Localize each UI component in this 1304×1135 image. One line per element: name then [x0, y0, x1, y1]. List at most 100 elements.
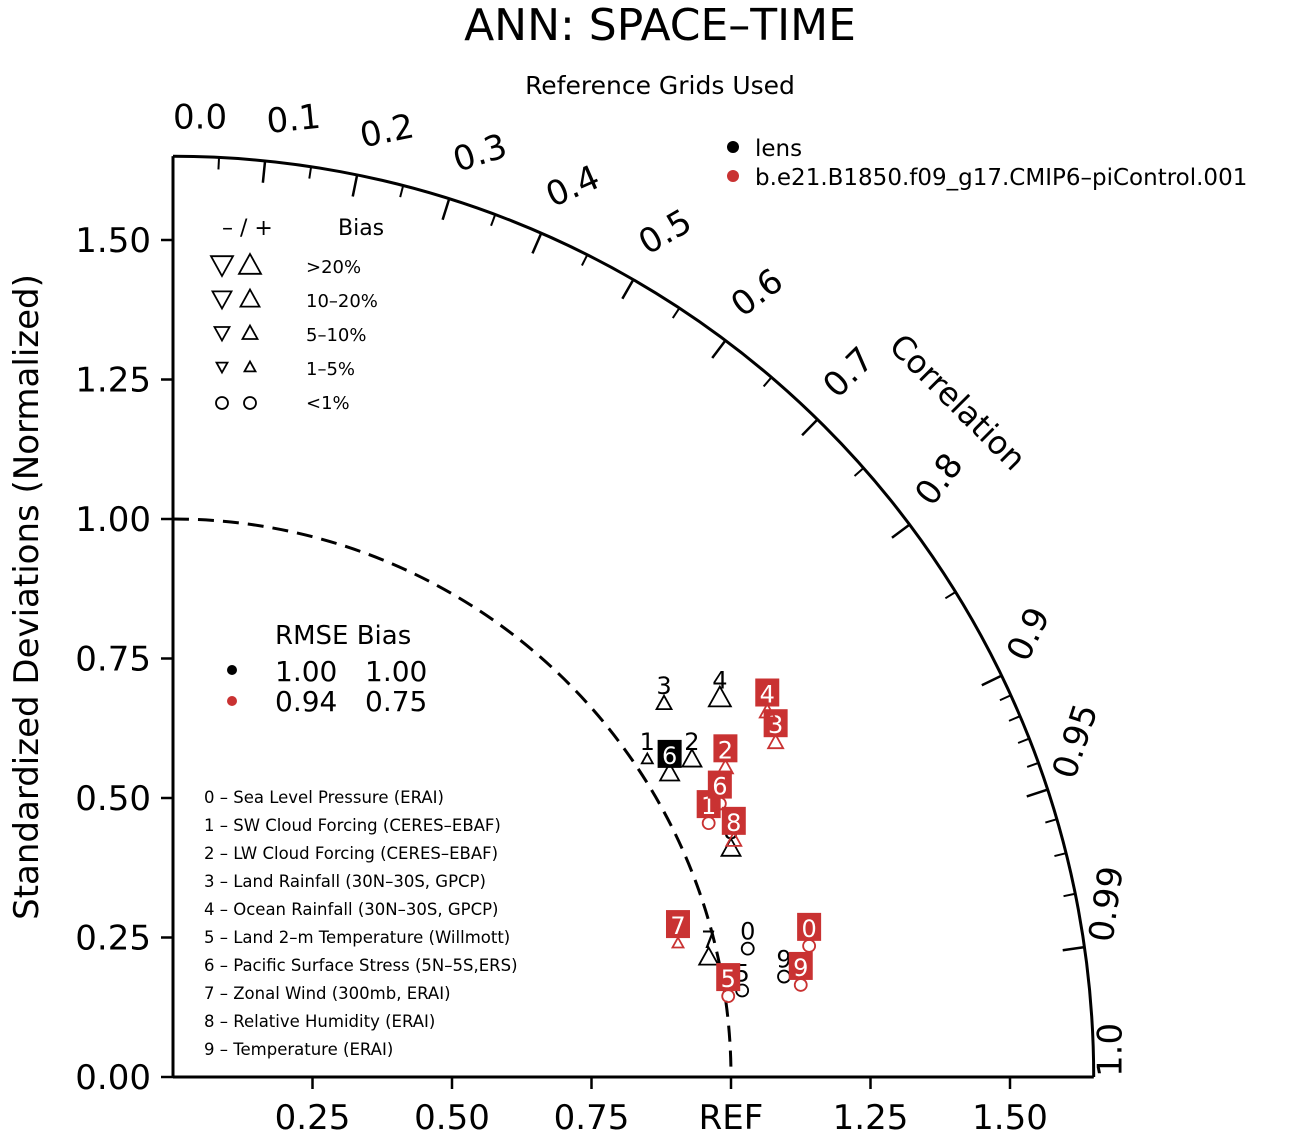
variable-item: 9 – Temperature (ERAI) [204, 1040, 393, 1059]
correlation-minor-tick [490, 214, 497, 227]
data-point-label-box [716, 963, 741, 992]
data-point-label-box [755, 678, 780, 707]
data-point-label: 1 [640, 728, 655, 756]
data-point-marker [697, 945, 720, 966]
data-point-marker [680, 747, 703, 768]
data-point-marker [758, 702, 777, 719]
correlation-tick-label: 0.0 [173, 97, 227, 137]
data-point-label: 3 [656, 672, 671, 700]
y-tick-label: 1.25 [75, 361, 151, 401]
variable-list: 0 – Sea Level Pressure (ERAI) 1 – SW Clo… [204, 788, 518, 1059]
data-point-label-box [657, 739, 682, 768]
correlation-minor-tick [999, 694, 1012, 702]
bias-key-down-triangle-icon [210, 290, 234, 311]
bias-key-row-label: >20% [306, 257, 361, 278]
data-point-label-box [665, 910, 690, 939]
summary-bias-cmip6: 0.75 [365, 685, 427, 718]
correlation-minor-tick [1054, 852, 1067, 858]
correlation-tick-label: 0.1 [265, 97, 323, 142]
data-point-marker [670, 935, 686, 949]
bias-key-row-label: 5–10% [306, 325, 366, 346]
summary-rmse-lens: 1.00 [275, 655, 337, 688]
correlation-minor-tick [581, 254, 589, 266]
variable-item: 6 – Pacific Surface Stress (5N–5S,ERS) [204, 956, 518, 975]
bias-key-row-label: <1% [306, 393, 350, 414]
legend-marker-cmip6 [727, 170, 739, 182]
bias-key-down-triangle-icon [212, 326, 232, 343]
bias-key-sign-header: – / + [222, 216, 273, 241]
data-point-marker [655, 693, 674, 711]
correlation-tick [531, 232, 543, 254]
correlation-minor-tick [762, 376, 773, 388]
bias-key-row-label: 10–20% [306, 291, 378, 312]
data-point-label-box [721, 806, 746, 835]
correlation-tick-label: 0.6 [724, 261, 791, 325]
correlation-minor-tick [1063, 892, 1076, 898]
data-point-label: 4 [760, 681, 775, 709]
data-point-label: 9 [793, 954, 808, 982]
data-point-label: 6 [662, 742, 677, 770]
variable-item: 5 – Land 2–m Temperature (Willmott) [204, 928, 510, 947]
correlation-arc [172, 154, 1096, 1078]
correlation-minor-tick [671, 307, 681, 319]
correlation-tick-label: 0.4 [540, 157, 606, 215]
correlation-minor-tick [308, 166, 313, 179]
bias-key: – / + Bias >20% 10–20% 5–10% 1–5% <1% [209, 216, 384, 414]
bias-key-up-triangle-icon [240, 323, 260, 340]
bias-key-circle-icon [215, 396, 229, 410]
variable-item: 7 – Zonal Wind (300mb, ERAI) [204, 984, 451, 1003]
y-tick-label: 1.00 [75, 500, 151, 540]
correlation-tick-label: 0.2 [357, 106, 418, 156]
data-point-label: 4 [712, 667, 727, 695]
correlation-tick [351, 174, 359, 197]
data-point-label: 2 [684, 728, 699, 756]
correlation-minor-tick [944, 591, 957, 600]
correlation-minor-tick [1017, 737, 1030, 744]
data-point-marker [719, 836, 743, 857]
correlation-tick [711, 339, 727, 359]
data-point-label-box [788, 951, 813, 980]
correlation-tick [1026, 788, 1049, 798]
bias-key-up-triangle-icon [238, 287, 262, 308]
x-tick-label: REF [699, 1098, 764, 1135]
data-point-marker [740, 941, 755, 956]
summary-table: RMSE Bias 1.00 1.00 0.94 0.75 [227, 621, 427, 718]
y-tick-label: 0.50 [75, 779, 151, 819]
correlation-tick [891, 523, 911, 539]
axes-layer [171, 156, 1094, 1079]
correlation-minor-tick [1008, 715, 1021, 722]
summary-marker-cmip6 [227, 696, 237, 706]
legend-label-cmip6: b.e21.B1850.f09_g17.CMIP6–piControl.001 [755, 165, 1247, 191]
legend-label-lens: lens [755, 136, 802, 162]
bias-key-up-triangle-icon [242, 359, 258, 373]
correlation-minor-tick [853, 467, 865, 477]
bias-key-up-triangle-icon [237, 252, 263, 275]
correlation-tick [981, 674, 1003, 687]
correlation-tick-label: 0.9 [999, 601, 1059, 667]
series-legend: lens b.e21.B1850.f09_g17.CMIP6–piControl… [727, 136, 1247, 191]
x-tick-label: 1.50 [972, 1098, 1048, 1135]
data-point-label: 0 [740, 918, 755, 946]
bias-key-down-triangle-icon [214, 361, 230, 375]
summary-marker-lens [227, 665, 237, 675]
x-tick-label: 0.25 [275, 1098, 351, 1135]
y-tick-label: 0.00 [75, 1058, 151, 1098]
correlation-tick-label: 0.8 [907, 446, 971, 513]
correlation-tick [621, 279, 635, 300]
x-tick-label: 1.25 [833, 1098, 909, 1135]
data-point-marker [707, 684, 733, 708]
data-point-label: 1 [701, 792, 716, 820]
data-points-layer: 01234567890123456789 [640, 667, 822, 1003]
reference-arc [172, 517, 733, 1078]
data-point-label: 3 [768, 711, 783, 739]
summary-bias-lens: 1.00 [365, 655, 427, 688]
data-point-label: 7 [701, 926, 716, 954]
correlation-tick [801, 418, 819, 437]
correlation-label: Correlation [882, 326, 1034, 478]
correlation-tick-label: 0.95 [1045, 699, 1107, 783]
data-point-label: 5 [721, 965, 736, 993]
x-tick-label: 0.75 [554, 1098, 630, 1135]
data-point-marker [766, 732, 785, 750]
data-point-marker [724, 830, 743, 847]
